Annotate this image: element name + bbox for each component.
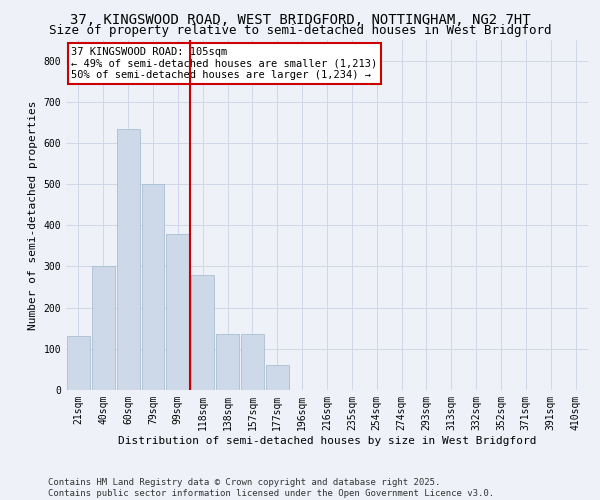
Bar xyxy=(67,336,90,390)
Bar xyxy=(216,334,239,390)
Bar xyxy=(92,266,115,390)
Bar xyxy=(266,366,289,390)
Text: Size of property relative to semi-detached houses in West Bridgford: Size of property relative to semi-detach… xyxy=(49,24,551,37)
Text: 37 KINGSWOOD ROAD: 105sqm
← 49% of semi-detached houses are smaller (1,213)
50% : 37 KINGSWOOD ROAD: 105sqm ← 49% of semi-… xyxy=(71,47,377,80)
Bar xyxy=(142,184,164,390)
X-axis label: Distribution of semi-detached houses by size in West Bridgford: Distribution of semi-detached houses by … xyxy=(118,436,536,446)
Bar xyxy=(117,128,140,390)
Text: 37, KINGSWOOD ROAD, WEST BRIDGFORD, NOTTINGHAM, NG2 7HT: 37, KINGSWOOD ROAD, WEST BRIDGFORD, NOTT… xyxy=(70,12,530,26)
Bar xyxy=(191,274,214,390)
Y-axis label: Number of semi-detached properties: Number of semi-detached properties xyxy=(28,100,38,330)
Bar xyxy=(241,334,264,390)
Text: Contains HM Land Registry data © Crown copyright and database right 2025.
Contai: Contains HM Land Registry data © Crown c… xyxy=(48,478,494,498)
Bar xyxy=(166,234,189,390)
